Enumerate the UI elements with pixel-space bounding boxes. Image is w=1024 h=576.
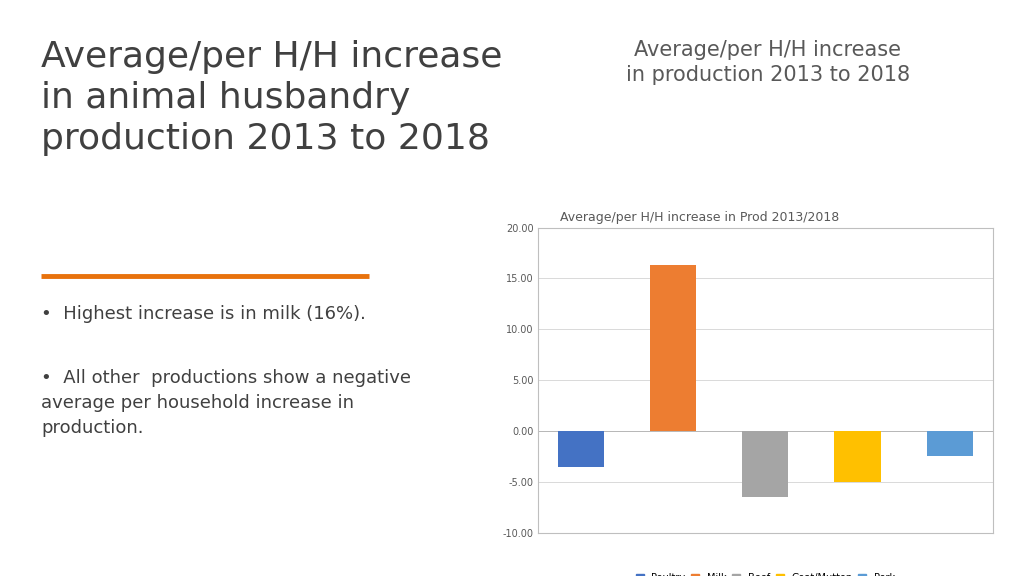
- Text: •  Highest increase is in milk (16%).: • Highest increase is in milk (16%).: [41, 305, 366, 323]
- Bar: [558, 431, 604, 467]
- Text: •  All other  productions show a negative
average per household increase in
prod: • All other productions show a negative …: [41, 369, 411, 437]
- Bar: [650, 265, 696, 431]
- Bar: [835, 431, 881, 482]
- Text: Average/per H/H increase in Prod 2013/2018: Average/per H/H increase in Prod 2013/20…: [560, 211, 840, 223]
- Text: Average/per H/H increase
in animal husbandry
production 2013 to 2018: Average/per H/H increase in animal husba…: [41, 40, 503, 156]
- Bar: [927, 431, 973, 456]
- Text: Average/per H/H increase
in production 2013 to 2018: Average/per H/H increase in production 2…: [626, 40, 910, 85]
- Legend: Poultry, Milk, Beef, Goat/Mutton, Pork: Poultry, Milk, Beef, Goat/Mutton, Pork: [636, 573, 895, 576]
- Bar: [742, 431, 788, 497]
